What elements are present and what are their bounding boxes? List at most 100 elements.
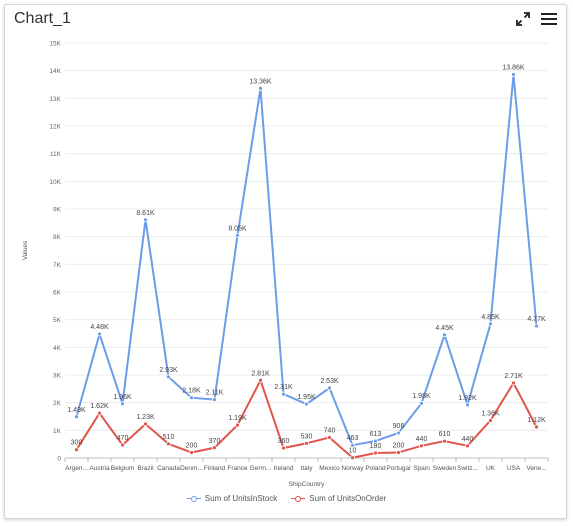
data-point xyxy=(281,391,286,397)
data-label: 2.31K xyxy=(274,384,293,391)
y-tick-label: 9K xyxy=(53,207,62,214)
data-point xyxy=(166,374,171,380)
legend-label: Sum of UnitsInStock xyxy=(204,494,278,503)
legend-label: Sum of UnitsOnOrder xyxy=(309,494,387,503)
data-point xyxy=(189,395,194,401)
legend-item[interactable]: Sum of UnitsInStock xyxy=(186,494,278,503)
data-label: 1.49K xyxy=(67,407,86,414)
y-tick-label: 0 xyxy=(57,456,61,463)
data-point xyxy=(74,447,79,453)
y-tick-label: 14K xyxy=(49,68,61,75)
data-point xyxy=(350,455,355,461)
data-label: 8.61K xyxy=(136,210,155,217)
data-point xyxy=(373,438,378,444)
y-tick-label: 10K xyxy=(49,179,61,186)
x-tick-label: Vene... xyxy=(526,465,546,472)
x-tick-label: Poland xyxy=(365,465,386,472)
data-point xyxy=(373,450,378,456)
data-label: 1.12K xyxy=(527,417,546,424)
data-label: 370 xyxy=(209,438,221,445)
y-tick-label: 13K xyxy=(49,96,61,103)
data-point xyxy=(212,397,217,403)
data-label: 1.23K xyxy=(136,414,155,421)
y-tick-label: 11K xyxy=(50,151,62,158)
data-point xyxy=(304,440,309,446)
y-tick-label: 2K xyxy=(53,400,62,407)
data-label: 510 xyxy=(163,434,175,441)
data-point xyxy=(143,421,148,427)
data-label: 4.85K xyxy=(481,314,500,321)
data-label: 13.86K xyxy=(502,65,525,72)
chart-title: Chart_1 xyxy=(14,10,71,27)
data-label: 10 xyxy=(349,448,357,455)
data-point xyxy=(396,450,401,455)
data-point xyxy=(143,217,148,223)
x-tick-label: USA xyxy=(507,465,521,472)
legend-marker-icon xyxy=(291,495,306,503)
data-point xyxy=(258,377,263,383)
x-tick-label: Finland xyxy=(204,465,226,472)
data-label: 440 xyxy=(416,436,428,443)
data-point xyxy=(281,445,286,451)
data-label: 1.98K xyxy=(412,393,431,400)
data-point xyxy=(396,430,401,436)
data-point xyxy=(442,332,447,338)
data-point xyxy=(465,443,470,449)
data-point xyxy=(97,331,102,337)
x-tick-label: Spain xyxy=(413,465,430,472)
data-label: 1.36K xyxy=(481,410,500,417)
data-point xyxy=(350,442,355,448)
x-tick-label: Mexico xyxy=(319,465,340,472)
data-point xyxy=(120,442,125,448)
data-label: 470 xyxy=(117,435,129,442)
data-point xyxy=(189,450,194,455)
chart-toolbar xyxy=(514,10,558,28)
data-point xyxy=(327,385,332,391)
data-label: 300 xyxy=(71,440,83,447)
data-label: 2.11K xyxy=(206,390,224,397)
x-tick-label: Ireland xyxy=(274,465,294,472)
data-point xyxy=(419,443,424,449)
x-tick-label: Argen... xyxy=(65,465,88,472)
data-label: 4.45K xyxy=(435,325,454,332)
x-tick-label: France xyxy=(227,465,248,472)
data-label: 4.77K xyxy=(527,316,546,323)
data-label: 13.36K xyxy=(249,78,272,85)
data-label: 1.19K xyxy=(228,415,247,422)
data-label: 530 xyxy=(301,433,313,440)
x-tick-label: Switz... xyxy=(457,465,478,472)
series-line-0 xyxy=(75,73,538,447)
y-tick-label: 15K xyxy=(49,41,61,48)
legend-item[interactable]: Sum of UnitsOnOrder xyxy=(291,494,386,503)
x-tick-label: Belgium xyxy=(111,465,134,472)
data-point xyxy=(120,401,125,407)
data-label: 613 xyxy=(370,431,382,438)
hamburger-menu-icon[interactable] xyxy=(540,10,558,28)
expand-icon[interactable] xyxy=(514,10,532,28)
data-label: 740 xyxy=(324,428,336,435)
data-label: 1.92K xyxy=(458,395,477,402)
data-point xyxy=(166,441,171,447)
data-point xyxy=(258,85,263,91)
data-point xyxy=(511,380,516,386)
data-point xyxy=(511,72,516,77)
data-point xyxy=(74,414,79,420)
y-tick-label: 3K xyxy=(53,373,62,380)
data-label: 200 xyxy=(186,442,198,449)
data-label: 2.53K xyxy=(320,378,339,385)
data-label: 4.48K xyxy=(90,324,109,331)
data-label: 463 xyxy=(347,435,359,442)
data-label: 1.62K xyxy=(90,403,109,410)
data-label: 2.18K xyxy=(182,388,201,395)
x-tick-label: Germ... xyxy=(250,465,272,472)
data-label: 2.81K xyxy=(251,370,270,377)
x-axis-title: ShipCountry xyxy=(289,481,326,488)
x-tick-label: UK xyxy=(486,465,496,472)
chart-card: Chart_1 xyxy=(4,4,567,519)
data-label: 1.95K xyxy=(297,394,316,401)
x-tick-label: Portugal xyxy=(386,465,411,472)
data-point xyxy=(212,445,217,451)
data-label: 200 xyxy=(393,442,405,449)
data-point xyxy=(488,321,493,327)
